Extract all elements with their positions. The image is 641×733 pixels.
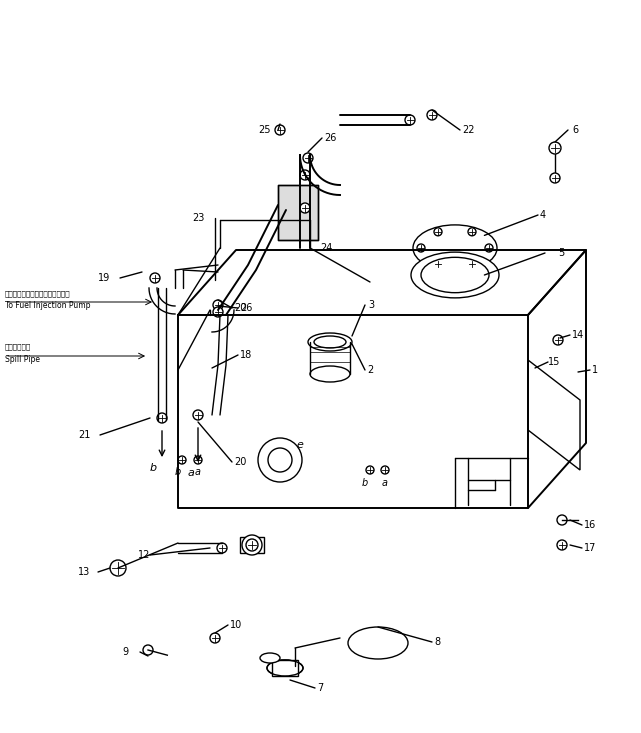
Text: b: b (362, 478, 368, 488)
Text: 4: 4 (540, 210, 546, 220)
Text: 7: 7 (317, 683, 323, 693)
Ellipse shape (308, 333, 352, 351)
Text: 15: 15 (548, 357, 560, 367)
Text: 21: 21 (78, 430, 90, 440)
Text: 23: 23 (192, 213, 204, 223)
Circle shape (557, 515, 567, 525)
Circle shape (242, 535, 262, 555)
Circle shape (468, 260, 476, 268)
Text: 1: 1 (592, 365, 598, 375)
Circle shape (157, 413, 167, 423)
Circle shape (178, 456, 186, 464)
Text: 19: 19 (98, 273, 110, 283)
Circle shape (217, 543, 227, 553)
Text: 20: 20 (234, 303, 246, 313)
Circle shape (300, 203, 310, 213)
Text: b: b (175, 467, 181, 477)
Ellipse shape (260, 653, 280, 663)
Circle shape (434, 228, 442, 236)
Text: 6: 6 (572, 125, 578, 135)
Text: 16: 16 (584, 520, 596, 530)
Text: a: a (195, 467, 201, 477)
Text: スピルパイプ: スピルパイプ (5, 343, 31, 350)
Circle shape (210, 633, 220, 643)
Text: a: a (382, 478, 388, 488)
Circle shape (366, 466, 374, 474)
Polygon shape (278, 185, 318, 240)
Text: Spill Pipe: Spill Pipe (5, 355, 40, 364)
Text: 26: 26 (240, 303, 253, 313)
Text: 2: 2 (367, 365, 373, 375)
Text: a: a (188, 468, 195, 478)
Circle shape (485, 244, 493, 252)
Circle shape (213, 307, 223, 317)
Text: e: e (297, 440, 303, 450)
Text: 8: 8 (434, 637, 440, 647)
Circle shape (381, 466, 389, 474)
Circle shape (275, 125, 285, 135)
Circle shape (150, 273, 160, 283)
Polygon shape (240, 537, 264, 553)
Text: 13: 13 (78, 567, 90, 577)
Circle shape (246, 539, 258, 551)
Text: 26: 26 (324, 133, 337, 143)
Circle shape (300, 170, 310, 180)
Text: 12: 12 (138, 550, 151, 560)
Text: 20: 20 (234, 457, 246, 467)
Text: 22: 22 (462, 125, 474, 135)
Ellipse shape (267, 660, 303, 676)
Text: 9: 9 (122, 647, 128, 657)
Text: 18: 18 (240, 350, 253, 360)
Text: 14: 14 (572, 330, 584, 340)
Text: 3: 3 (368, 300, 374, 310)
Circle shape (303, 153, 313, 163)
Ellipse shape (310, 334, 350, 350)
Circle shape (405, 115, 415, 125)
Circle shape (258, 438, 302, 482)
Circle shape (417, 244, 425, 252)
Circle shape (110, 560, 126, 576)
Circle shape (553, 335, 563, 345)
Circle shape (427, 110, 437, 120)
Circle shape (468, 228, 476, 236)
Circle shape (193, 410, 203, 420)
Text: b: b (150, 463, 157, 473)
Text: To Fuel Injection Pump: To Fuel Injection Pump (5, 301, 90, 310)
Circle shape (434, 260, 442, 268)
Text: 25: 25 (258, 125, 271, 135)
Text: フェルインジェクションポンプへ: フェルインジェクションポンプへ (5, 290, 71, 297)
Ellipse shape (411, 252, 499, 298)
Circle shape (549, 142, 561, 154)
Circle shape (550, 173, 560, 183)
Ellipse shape (413, 225, 497, 271)
Polygon shape (272, 660, 298, 676)
Circle shape (557, 540, 567, 550)
Text: 10: 10 (230, 620, 242, 630)
Circle shape (194, 456, 202, 464)
Text: 5: 5 (558, 248, 564, 258)
Polygon shape (528, 360, 580, 470)
Circle shape (143, 645, 153, 655)
Ellipse shape (348, 627, 408, 659)
Text: 17: 17 (584, 543, 596, 553)
Ellipse shape (310, 366, 350, 382)
Text: 24: 24 (320, 243, 333, 253)
Circle shape (213, 300, 223, 310)
